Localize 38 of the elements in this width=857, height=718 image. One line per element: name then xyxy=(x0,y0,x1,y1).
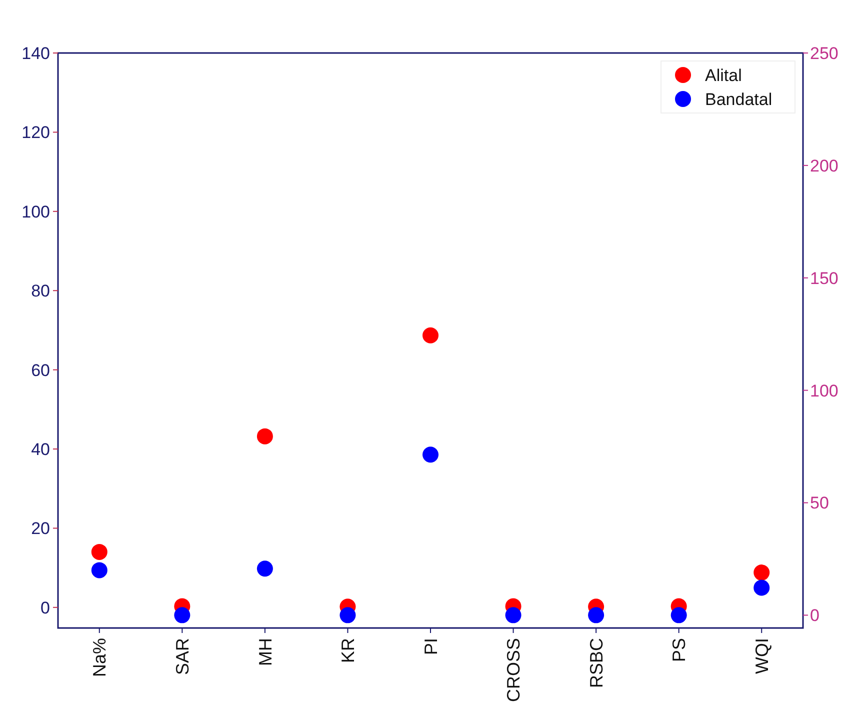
point xyxy=(256,428,273,444)
point xyxy=(174,607,190,624)
y2-tick-label: 200 xyxy=(810,156,838,176)
y2-tick-label: 50 xyxy=(810,494,829,513)
x-tick-label: PI xyxy=(420,638,441,656)
point xyxy=(670,607,687,624)
point xyxy=(91,562,108,578)
x-tick-label: RSBC xyxy=(586,638,606,688)
x-tick-label: SAR xyxy=(172,638,192,676)
point xyxy=(91,544,108,560)
point xyxy=(340,607,356,624)
y2-tick-label: 250 xyxy=(810,44,838,63)
y2-tick-label: 150 xyxy=(810,268,838,288)
x-tick-label: KR xyxy=(338,638,358,664)
legend-label: Bandatal xyxy=(705,90,772,109)
point xyxy=(754,564,770,581)
y-tick-label: 120 xyxy=(22,123,50,142)
x-tick-label: CROSS xyxy=(504,638,524,702)
y-tick-label: 0 xyxy=(40,598,50,618)
x-tick-label: Na% xyxy=(90,638,110,678)
point xyxy=(588,607,604,624)
point xyxy=(754,580,770,596)
x-tick-label: WQI xyxy=(752,638,772,674)
x-tick-label: PS xyxy=(669,638,690,662)
y2-tick-label: 100 xyxy=(810,381,838,400)
point xyxy=(422,327,438,344)
legend-label: Alital xyxy=(705,66,742,85)
point xyxy=(422,446,438,463)
y-tick-label: 60 xyxy=(31,360,50,380)
y-tick-label: 20 xyxy=(31,519,50,538)
y2-tick-label: 0 xyxy=(810,606,820,626)
y-tick-label: 80 xyxy=(31,282,50,301)
y-tick-label: 100 xyxy=(22,202,50,222)
point xyxy=(256,560,273,577)
y-tick-label: 140 xyxy=(22,44,50,63)
point xyxy=(505,607,522,624)
x-tick-label: MH xyxy=(255,638,276,666)
y-tick-label: 40 xyxy=(31,440,50,459)
